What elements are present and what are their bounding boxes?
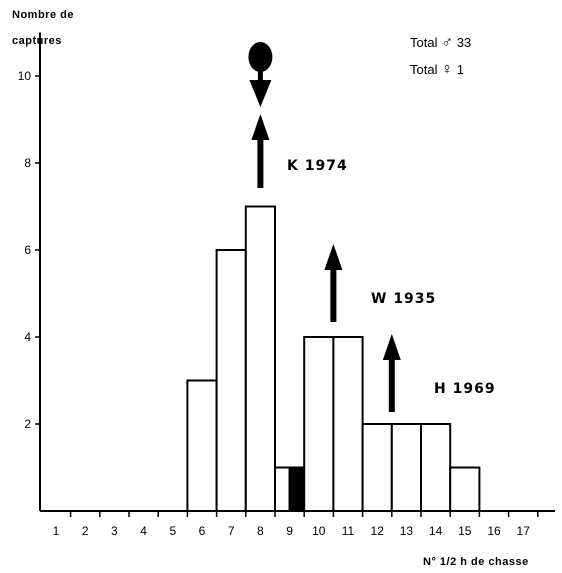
x-tick-label: 4 [140,524,147,538]
y-tick-label: 8 [24,156,31,170]
up-arrow-head-icon [324,244,343,270]
x-tick-label: 8 [257,524,264,538]
y-tick-label: 4 [24,330,31,344]
bar-male [449,466,481,512]
x-tick-label: 13 [400,524,414,538]
y-tick-label: 6 [24,243,31,257]
bar-male [420,423,452,512]
y-axis-label-line2: captures [12,35,62,47]
x-tick-label: 11 [342,524,355,538]
x-tick-label: 2 [82,524,89,538]
annotation-k-1974: K 1974 [287,158,348,174]
up-arrow-head-icon [251,114,270,140]
x-tick-label: 1 [53,524,60,538]
x-tick-label: 5 [169,524,176,538]
bar-male [274,466,291,512]
down-arrow-head-icon [249,80,272,107]
bar-male [303,336,335,512]
total-male-value: 33 [456,35,472,50]
total-female-value: 1 [456,62,464,77]
x-tick-label: 16 [487,524,501,538]
male-symbol-icon: ♂ [441,34,454,51]
x-tick-label: 6 [199,524,206,538]
bar-female [288,466,306,512]
bar-male [244,205,277,512]
annotation-h-1969: H 1969 [434,381,496,397]
up-arrow-head-icon [382,334,401,360]
x-tick-label: 3 [111,524,118,538]
bar-male [332,336,364,512]
x-axis-label: N° 1/2 h de chasse [423,556,529,568]
bar-male [215,249,247,512]
x-tick-label: 14 [429,524,443,538]
x-tick-label: 7 [228,524,235,538]
total-male: Total ♂ 33 [410,34,471,52]
total-female: Total ♀ 1 [410,61,464,79]
female-symbol-icon: ♀ [441,61,454,78]
x-tick-label: 10 [312,524,326,538]
y-tick-label: 2 [24,417,31,431]
total-male-label: Total [410,35,438,50]
x-tick-label: 15 [458,524,472,538]
total-female-label: Total [410,62,438,77]
female-peak-circle-icon [248,42,273,72]
bar-male [186,379,218,512]
bar-male [361,423,393,512]
y-axis-label-line1: Nombre de [12,9,74,21]
x-tick-label: 17 [517,524,531,538]
x-tick-label: 9 [286,524,293,538]
annotation-w-1935: W 1935 [371,291,437,307]
y-tick-label: 10 [18,69,32,83]
bar-male [390,423,422,512]
x-tick-label: 12 [371,524,385,538]
